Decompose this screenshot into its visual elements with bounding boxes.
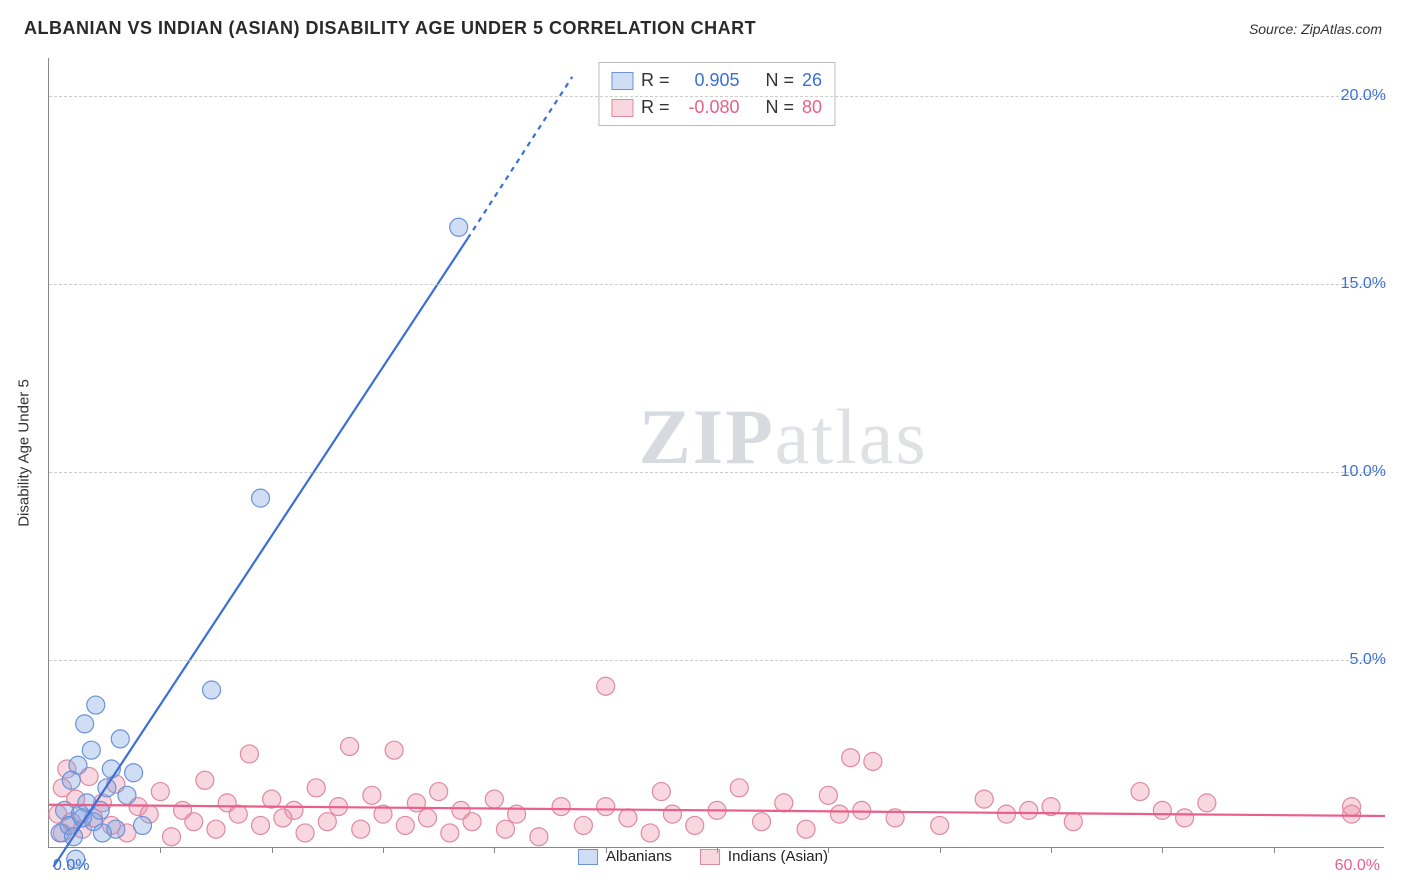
x-tick [1051,847,1052,853]
legend-item-indians: Indians (Asian) [700,848,828,865]
n-label: N = [765,94,794,121]
x-tick [160,847,161,853]
grid-line [49,284,1384,285]
x-tick [828,847,829,853]
y-tick-label: 20.0% [1341,87,1386,105]
n-value-albanians: 26 [802,67,822,94]
source-attribution: Source: ZipAtlas.com [1249,21,1382,37]
legend-label-indians: Indians (Asian) [728,848,828,865]
y-tick-label: 5.0% [1350,651,1386,669]
swatch-albanians [611,72,633,90]
y-tick-label: 10.0% [1341,463,1386,481]
x-origin-label: 0.0% [53,857,89,875]
swatch-indians [611,99,633,117]
x-tick [494,847,495,853]
grid-line [49,660,1384,661]
legend-swatch-indians [700,849,720,865]
y-axis-title: Disability Age Under 5 [16,379,33,527]
scatter-plot: ZIPatlas R = 0.905 N = 26 R = -0.080 N =… [48,58,1384,848]
legend-item-albanians: Albanians [578,848,672,865]
r-label: R = [641,94,670,121]
x-tick [1162,847,1163,853]
x-tick [1274,847,1275,853]
plot-svg [49,58,1385,848]
r-value-albanians: 0.905 [677,67,739,94]
stats-row-indians: R = -0.080 N = 80 [611,94,822,121]
chart-title: ALBANIAN VS INDIAN (ASIAN) DISABILITY AG… [24,18,756,39]
legend-label-albanians: Albanians [606,848,672,865]
grid-line [49,96,1384,97]
legend: Albanians Indians (Asian) [578,848,828,865]
n-value-indians: 80 [802,94,822,121]
stats-row-albanians: R = 0.905 N = 26 [611,67,822,94]
x-end-label: 60.0% [1335,857,1380,875]
legend-swatch-albanians [578,849,598,865]
stats-legend-box: R = 0.905 N = 26 R = -0.080 N = 80 [598,62,835,126]
x-tick [383,847,384,853]
grid-line [49,472,1384,473]
r-label: R = [641,67,670,94]
x-tick [940,847,941,853]
r-value-indians: -0.080 [677,94,739,121]
n-label: N = [765,67,794,94]
y-tick-label: 15.0% [1341,275,1386,293]
x-tick [272,847,273,853]
